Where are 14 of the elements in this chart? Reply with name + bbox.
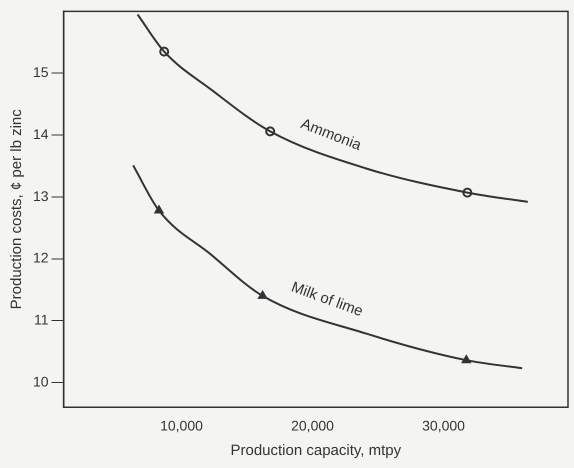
x-axis-title: Production capacity, mtpy	[230, 442, 402, 460]
y-tick-label: 10	[32, 373, 49, 390]
y-tick-label: 15	[32, 64, 49, 80]
text: Milk of lime	[288, 278, 366, 320]
x-tick-label: 30,000	[422, 417, 466, 434]
y-tick-label: 12	[32, 250, 49, 266]
x-tick-label: 20,000	[291, 417, 334, 434]
x-tick-label: 10,000	[160, 417, 204, 434]
line-series	[132, 164, 524, 370]
y-tick-label: 13	[32, 188, 49, 204]
y-tick-label: 11	[34, 311, 49, 328]
y-axis-title: Production costs, ¢ per lb zinc	[8, 108, 26, 310]
line-series	[136, 13, 529, 203]
y-tick-label: 14	[32, 126, 49, 142]
